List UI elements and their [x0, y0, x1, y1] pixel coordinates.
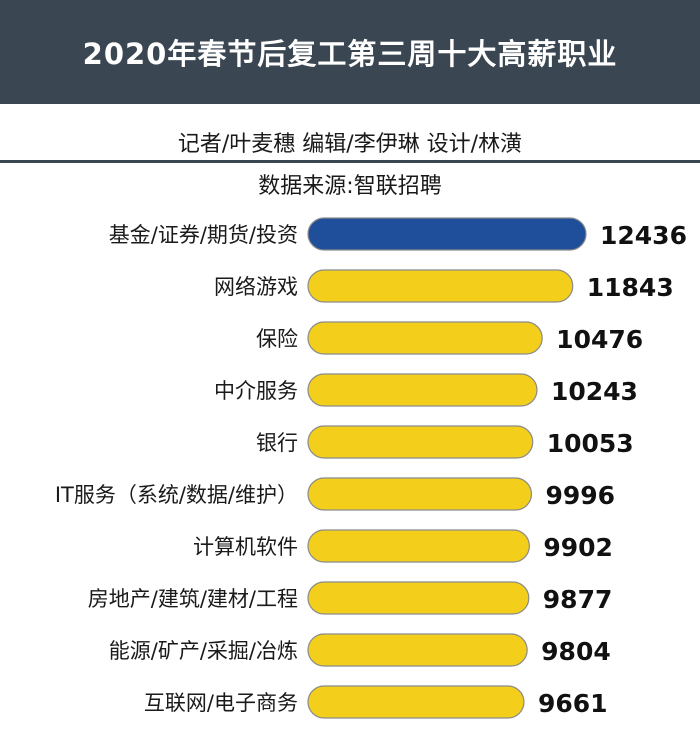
bar: [307, 217, 587, 251]
bar: [307, 581, 530, 615]
category-label: 网络游戏: [214, 275, 298, 299]
bar: [307, 633, 528, 667]
credits-line: 记者/叶麦穗 编辑/李伊琳 设计/林潢: [177, 132, 523, 157]
value-label: 10476: [556, 325, 643, 354]
category-label: 能源/矿产/采掘/冶炼: [109, 639, 298, 663]
value-label: 11843: [587, 273, 674, 302]
bar: [307, 685, 525, 719]
category-label: IT服务（系统/数据/维护）: [55, 483, 298, 507]
bar: [307, 529, 530, 563]
bar: [307, 373, 538, 407]
value-label: 9804: [541, 637, 611, 666]
category-label: 银行: [256, 431, 298, 455]
category-label: 房地产/建筑/建材/工程: [88, 587, 298, 611]
value-label: 10053: [547, 429, 634, 458]
chart-title: 2020年春节后复工第三周十大高薪职业: [82, 37, 618, 71]
value-label: 12436: [600, 221, 687, 250]
bar: [307, 477, 533, 511]
title-bar: 2020年春节后复工第三周十大高薪职业: [0, 0, 700, 104]
data-source: 数据来源:智联招聘: [258, 174, 442, 199]
category-label: 计算机软件: [193, 535, 298, 559]
value-label: 9902: [543, 533, 613, 562]
value-label: 9996: [545, 481, 615, 510]
bar: [307, 425, 534, 459]
category-label: 中介服务: [214, 379, 298, 403]
value-label: 10243: [551, 377, 638, 406]
bar: [307, 321, 543, 355]
value-label: 9661: [538, 689, 608, 718]
value-label: 9877: [543, 585, 613, 614]
bar: [307, 269, 574, 303]
category-label: 基金/证券/期货/投资: [109, 223, 298, 247]
category-label: 互联网/电子商务: [144, 691, 298, 715]
category-label: 保险: [256, 327, 298, 351]
divider: [0, 160, 700, 163]
